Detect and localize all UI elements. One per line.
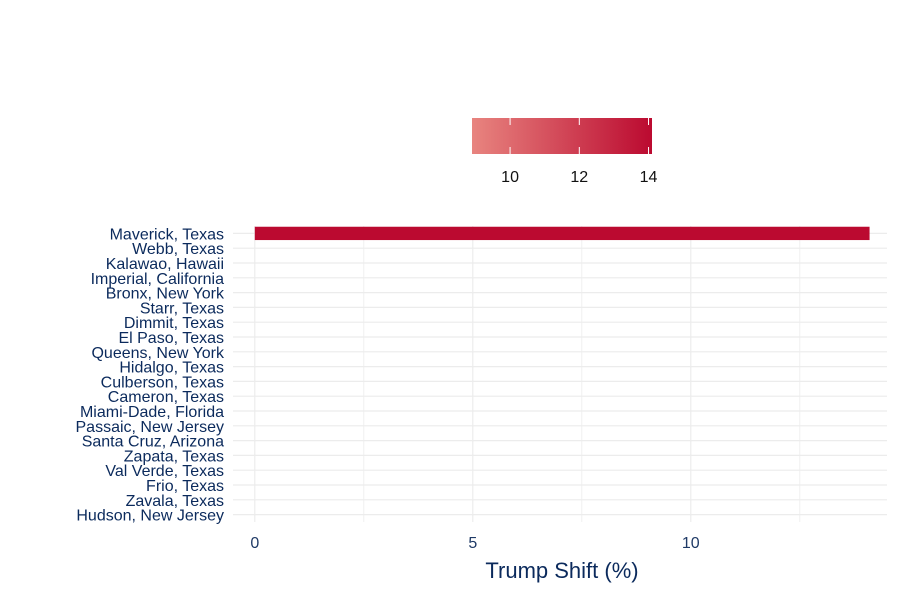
category-label: Cameron, Texas [108,389,224,406]
colorbar-ticks: 10 12 14 [501,118,658,186]
category-label: Hidalgo, Texas [119,360,224,377]
x-tick-label: 10 [682,535,700,552]
bar [254,226,870,241]
colorbar-legend: 10 12 14 [472,118,658,186]
category-label: Starr, Texas [140,300,224,317]
x-tick-label: 5 [468,535,477,552]
category-label: Bronx, New York [106,286,225,303]
colorbar-tick-label: 14 [640,169,658,186]
category-label: Frio, Texas [146,478,224,495]
category-label: Zavala, Texas [126,493,224,510]
category-label: Culberson, Texas [101,374,224,391]
x-tick-label: 0 [250,535,259,552]
grid [233,226,887,522]
category-label: Zapata, Texas [124,448,224,465]
colorbar [472,118,652,154]
category-label: Dimmit, Texas [124,315,224,332]
category-label: Imperial, California [91,271,224,288]
x-axis-title: Trump Shift (%) [485,558,638,583]
bars [254,226,870,241]
x-tick-labels: 0 5 10 [250,535,699,552]
category-label: Webb, Texas [132,241,224,258]
category-label: Queens, New York [91,345,225,362]
category-label: Kalawao, Hawaii [106,256,224,273]
category-label: Val Verde, Texas [105,463,224,480]
colorbar-tick-label: 10 [501,169,519,186]
category-label: Hudson, New Jersey [76,508,224,525]
category-label: Miami-Dade, Florida [80,404,224,421]
category-label: El Paso, Texas [118,330,224,347]
category-label: Santa Cruz, Arizona [82,434,224,451]
category-label: Maverick, Texas [110,226,224,243]
colorbar-tick-label: 12 [570,169,588,186]
category-label: Passaic, New Jersey [76,419,225,436]
